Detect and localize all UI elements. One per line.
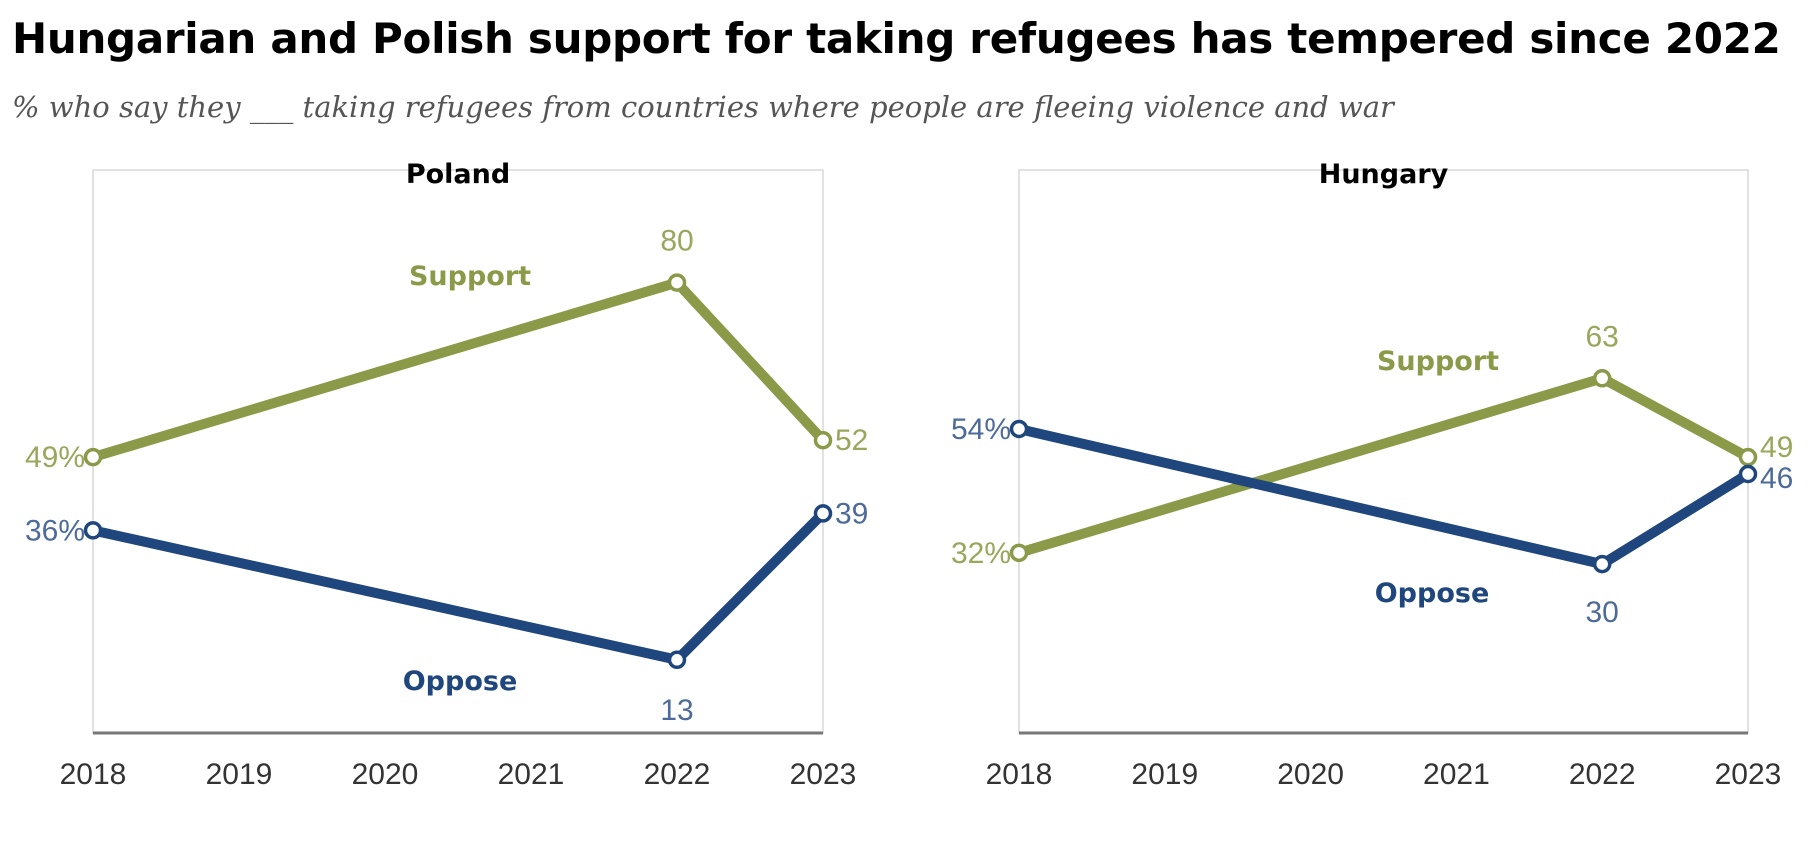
hungary-support-label-2022: 63 (1586, 320, 1619, 353)
poland-oppose-point-2022 (667, 650, 687, 670)
hungary-oppose-point-2023 (1738, 464, 1758, 484)
hungary-x-tick-2023: 2023 (1715, 758, 1782, 791)
poland-oppose-line (88, 508, 828, 665)
poland-x-tick-2020: 2020 (352, 758, 419, 791)
hungary-support-label-2023: 49 (1760, 431, 1793, 464)
hungary-x-tick-2019: 2019 (1131, 758, 1198, 791)
poland-oppose-label-2022: 13 (660, 694, 693, 727)
poland-x-tick-2022: 2022 (644, 758, 711, 791)
poland-support-line (88, 277, 828, 463)
poland-support-label-2022: 80 (660, 225, 693, 258)
poland-plot-frame (92, 169, 824, 734)
hungary-x-tick-2021: 2021 (1423, 758, 1490, 791)
poland-support-label-2018: 49% (25, 441, 85, 474)
hungary-panel-title: Hungary (1319, 159, 1449, 190)
poland-support-point-2018 (83, 447, 103, 467)
hungary-support-label-2018: 32% (951, 537, 1011, 570)
hungary-oppose-series-label: Oppose (1375, 578, 1490, 609)
hungary-oppose-label-2022: 30 (1586, 596, 1619, 629)
hungary-x-tick-2018: 2018 (986, 758, 1053, 791)
poland-panel-title: Poland (406, 159, 510, 190)
hungary-x-tick-2022: 2022 (1569, 758, 1636, 791)
poland-oppose-label-2018: 36% (25, 514, 85, 547)
poland-support-point-2023 (813, 430, 833, 450)
hungary-oppose-line (1014, 423, 1753, 570)
hungary-support-line (1014, 373, 1753, 558)
poland-x-tick-2019: 2019 (206, 758, 273, 791)
hungary-support-point-2018 (1009, 543, 1029, 563)
poland-oppose-series-label: Oppose (403, 666, 518, 697)
hungary-support-point-2023 (1738, 447, 1758, 467)
chart-title: Hungarian and Polish support for taking … (12, 14, 1781, 63)
hungary-oppose-label-2023: 46 (1760, 462, 1793, 495)
poland-x-tick-2021: 2021 (498, 758, 565, 791)
poland-support-label-2023: 52 (835, 424, 868, 457)
poland-support-series-label: Support (409, 261, 531, 292)
hungary-oppose-label-2018: 54% (951, 413, 1011, 446)
hungary-support-series-label: Support (1377, 346, 1499, 377)
poland-oppose-point-2018 (83, 521, 103, 540)
hungary-x-tick-2020: 2020 (1277, 758, 1344, 791)
poland-oppose-label-2023: 39 (835, 497, 868, 530)
chart-subtitle: % who say they ___ taking refugees from … (12, 90, 1394, 124)
hungary-oppose-point-2018 (1009, 419, 1029, 439)
poland-x-tick-2023: 2023 (790, 758, 857, 791)
poland-x-tick-2018: 2018 (60, 758, 127, 791)
poland-support-point-2022 (667, 273, 687, 292)
poland-oppose-point-2023 (813, 504, 833, 523)
hungary-oppose-point-2022 (1592, 554, 1612, 574)
hungary-support-point-2022 (1592, 369, 1612, 388)
